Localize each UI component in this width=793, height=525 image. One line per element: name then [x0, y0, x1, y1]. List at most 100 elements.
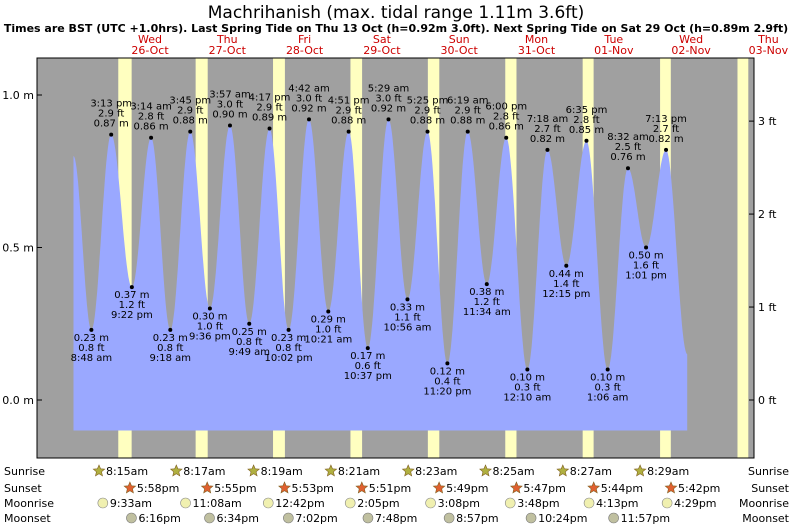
- high-tide-label: 0.82 m: [530, 134, 565, 145]
- tide-point: [267, 126, 272, 131]
- low-tide-label: 0.3 ft: [594, 383, 620, 394]
- sunset-time: 5:47pm: [523, 482, 565, 495]
- tide-point: [188, 129, 193, 134]
- tide-point: [365, 346, 370, 351]
- row-label-left-sunrise: Sunrise: [4, 465, 45, 478]
- low-tide-label: 10:21 am: [304, 335, 352, 346]
- high-tide-label: 0.88 m: [331, 116, 366, 127]
- day-of-week-label: Wed: [679, 33, 703, 46]
- y-right-tick-label: 0 ft: [758, 394, 777, 407]
- sunrise-icon: [556, 464, 570, 477]
- tide-point: [545, 147, 550, 152]
- low-tide-label: 0.29 m: [311, 315, 346, 326]
- low-tide-label: 0.38 m: [469, 287, 504, 298]
- sunrise-time: 8:23am: [415, 465, 457, 478]
- high-tide-label: 3.0 ft: [217, 100, 243, 111]
- high-tide-label: 5:29 am: [368, 83, 410, 94]
- sunrise-icon: [169, 464, 183, 477]
- sunset-icon: [587, 481, 601, 494]
- low-tide-label: 1.0 ft: [197, 322, 223, 333]
- tide-point: [504, 135, 509, 140]
- high-tide-label: 3:45 pm: [169, 96, 211, 107]
- high-tide-label: 3:57 am: [209, 90, 251, 101]
- moonset-time: 6:16pm: [138, 512, 180, 525]
- moonrise-time: 4:13pm: [596, 497, 638, 510]
- date-label: 26-Oct: [131, 44, 169, 57]
- day-of-week-label: Sun: [449, 33, 470, 46]
- moonset-time: 11:57pm: [621, 512, 670, 525]
- day-of-week-label: Thu: [757, 33, 779, 46]
- day-labels: Wed26-OctThu27-OctFri28-OctSat29-OctSun3…: [131, 33, 788, 57]
- tide-point: [584, 138, 589, 143]
- high-tide-label: 3.0 ft: [296, 93, 322, 104]
- high-tide-label: 0.88 m: [173, 116, 208, 127]
- sunrise-time: 8:27am: [570, 465, 612, 478]
- day-of-week-label: Tue: [603, 33, 623, 46]
- row-label-left-moonrise: Moonrise: [4, 497, 54, 510]
- y-right-tick-label: 3 ft: [758, 115, 777, 128]
- low-tide-label: 0.37 m: [114, 290, 149, 301]
- low-tide-label: 1.0 ft: [315, 325, 341, 336]
- moonrise-time: 3:48pm: [517, 497, 559, 510]
- day-of-week-label: Fri: [298, 33, 311, 46]
- y-right-tick-label: 1 ft: [758, 301, 777, 314]
- low-tide-label: 0.4 ft: [434, 376, 460, 387]
- low-tide-label: 0.50 m: [628, 251, 663, 262]
- sunrise-icon: [633, 464, 647, 477]
- tide-point: [525, 367, 530, 372]
- moonset-time: 7:02pm: [295, 512, 337, 525]
- moonrise-time: 9:33am: [110, 497, 152, 510]
- sunrise-time: 8:25am: [492, 465, 534, 478]
- high-tide-label: 2.9 ft: [98, 109, 124, 120]
- moonrise-time: 2:05pm: [357, 497, 399, 510]
- high-tide-label: 0.85 m: [569, 125, 604, 136]
- chart-title: Machrihanish (max. tidal range 1.11m 3.6…: [208, 3, 585, 23]
- high-tide-label: 0.86 m: [489, 122, 524, 133]
- tide-point: [564, 263, 569, 268]
- sunset-time: 5:55pm: [214, 482, 256, 495]
- high-tide-label: 0.87 m: [94, 119, 129, 130]
- low-tide-label: 9:22 pm: [111, 310, 153, 321]
- high-tide-label: 2.8 ft: [493, 112, 519, 123]
- moonrise-time: 12:42pm: [275, 497, 324, 510]
- high-tide-label: 0.82 m: [648, 134, 683, 145]
- sunset-time: 5:58pm: [137, 482, 179, 495]
- day-of-week-label: Sat: [373, 33, 392, 46]
- tide-point: [247, 321, 252, 326]
- date-label: 03-Nov: [749, 44, 789, 57]
- sunrise-time: 8:21am: [338, 465, 380, 478]
- high-tide-label: 0.89 m: [252, 113, 287, 124]
- sunset-icon: [123, 481, 137, 494]
- day-of-week-label: Thu: [216, 33, 238, 46]
- moonset-icon: [362, 512, 374, 524]
- tide-point: [465, 129, 470, 134]
- tide-point: [326, 309, 331, 314]
- high-tide-label: 2.7 ft: [653, 124, 679, 135]
- axes: 0.0 m 0.5 m 1.0 m 0 ft 1 ft 2 ft 3 ft: [2, 89, 777, 407]
- low-tide-label: 0.10 m: [510, 373, 545, 384]
- y-right-tick-label: 2 ft: [758, 208, 777, 221]
- moonset-time: 10:24pm: [538, 512, 587, 525]
- date-label: 30-Oct: [441, 44, 479, 57]
- moonrise-time: 3:08pm: [438, 497, 480, 510]
- tide-point: [149, 135, 154, 140]
- tide-point: [484, 282, 489, 287]
- low-tide-label: 0.30 m: [192, 312, 227, 323]
- low-tide-label: 0.17 m: [350, 351, 385, 362]
- high-tide-label: 2.9 ft: [256, 103, 282, 114]
- low-tide-label: 10:56 am: [384, 322, 432, 333]
- row-label-left-sunset: Sunset: [4, 482, 42, 495]
- high-tide-label: 0.86 m: [133, 122, 168, 133]
- low-tide-label: 0.8 ft: [275, 343, 301, 354]
- sunrise-icon: [92, 464, 106, 477]
- moonset-icon: [525, 512, 537, 524]
- moonset-icon: [126, 512, 137, 524]
- tide-point: [227, 123, 232, 128]
- low-tide-label: 0.23 m: [271, 333, 306, 344]
- tide-point: [386, 117, 391, 122]
- row-label-right-sunset: Sunset: [751, 482, 789, 495]
- low-tide-label: 0.10 m: [590, 373, 625, 384]
- tide-point: [286, 327, 291, 332]
- moonset-icon: [204, 512, 215, 524]
